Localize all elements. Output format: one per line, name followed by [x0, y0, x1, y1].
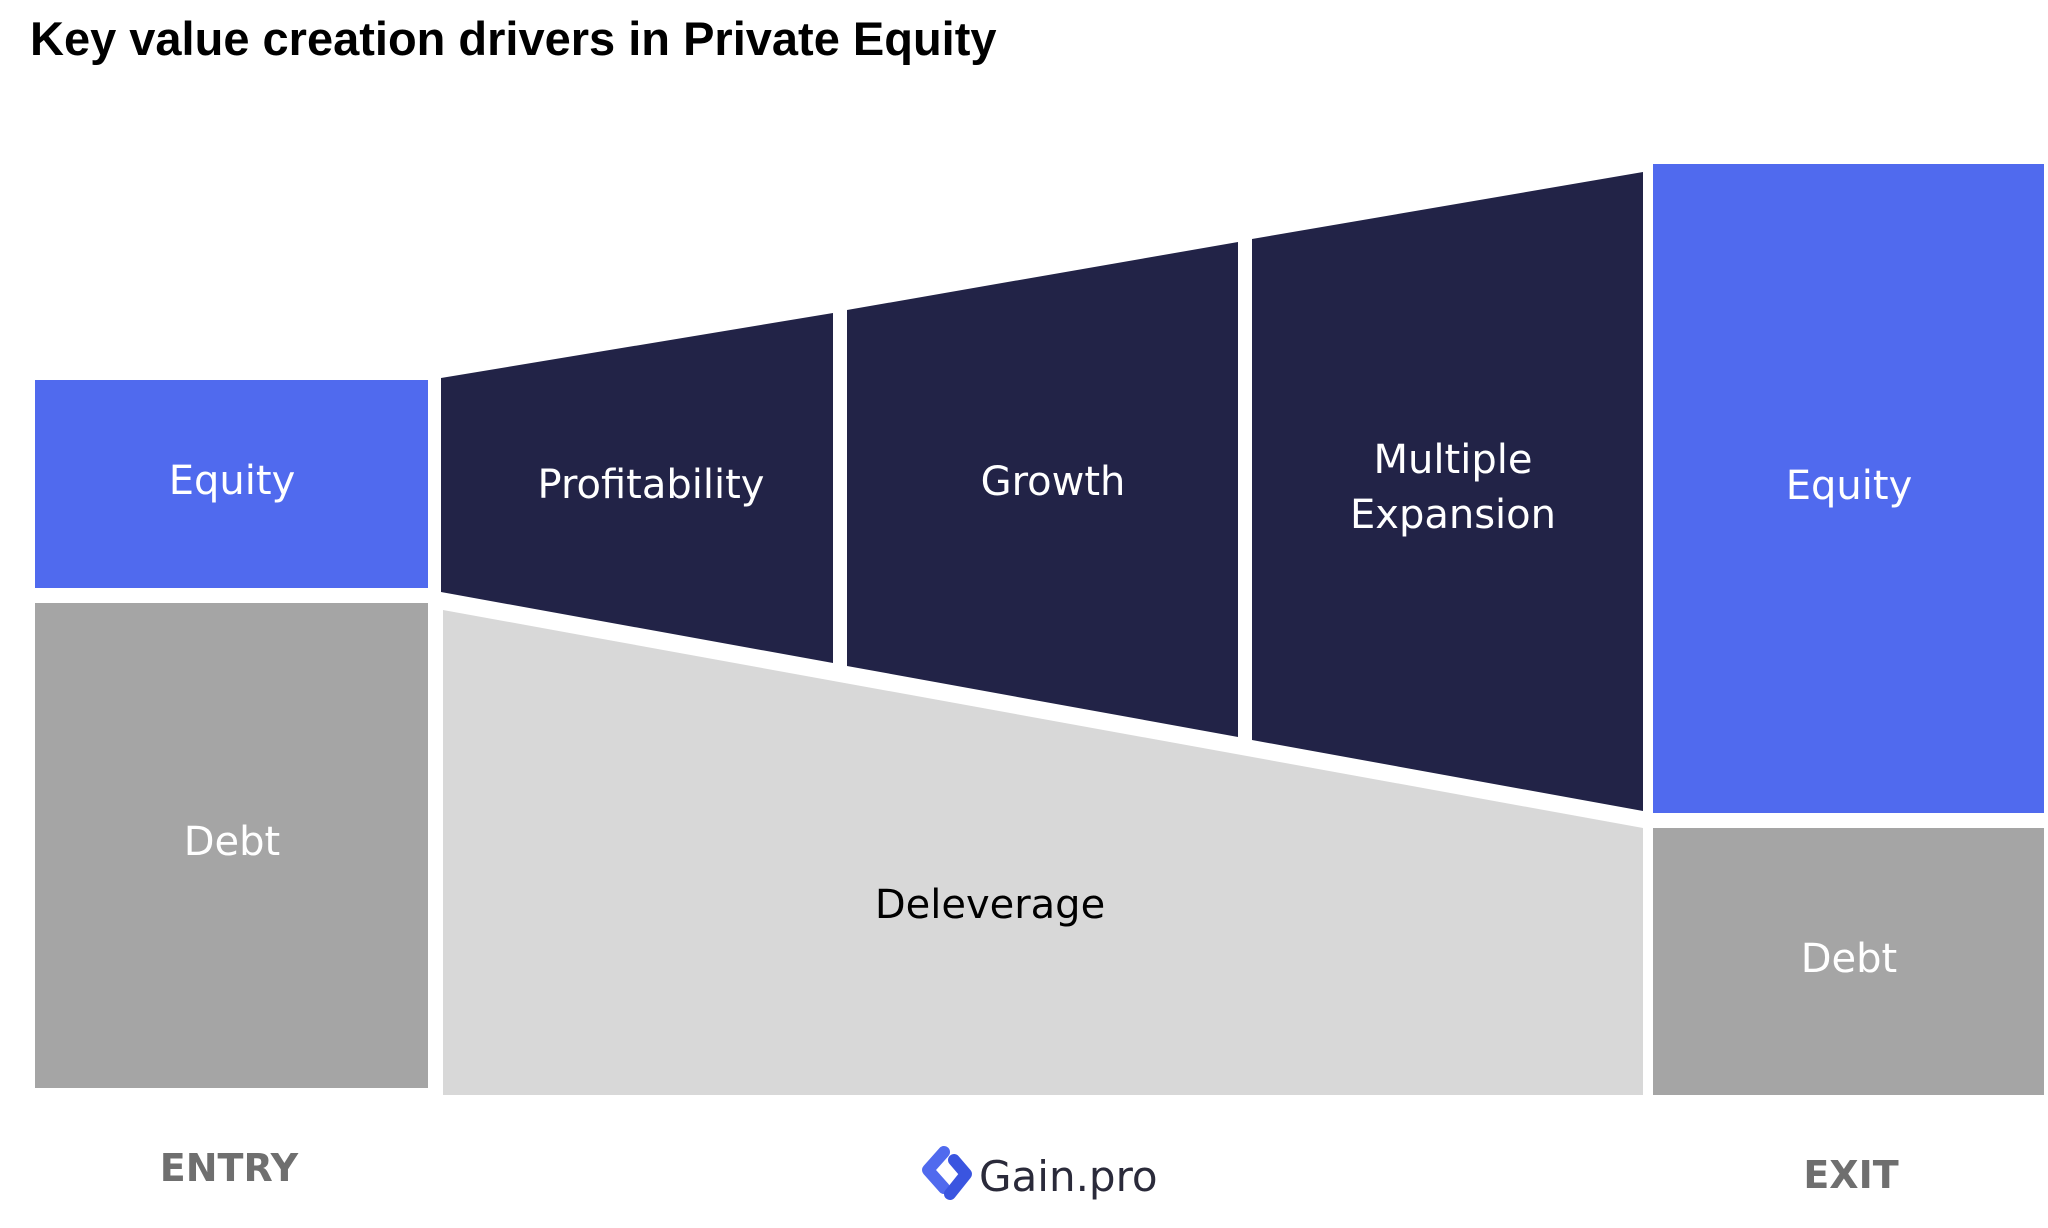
deleverage-label: Deleverage — [875, 882, 1105, 928]
page-title: Key value creation drivers in Private Eq… — [30, 12, 997, 65]
multiple-expansion-segment — [1252, 172, 1643, 811]
exit-debt-box — [1653, 828, 2044, 1095]
deleverage-segment — [443, 610, 1643, 1095]
entry-debt-label: Debt — [184, 819, 280, 865]
exit-debt-label: Debt — [1801, 936, 1897, 982]
gain-pro-logo-icon — [922, 1146, 972, 1200]
exit-equity-label: Equity — [1786, 463, 1912, 509]
entry-equity-label: Equity — [169, 458, 295, 504]
growth-segment — [847, 242, 1238, 737]
entry-debt-box — [35, 603, 428, 1088]
entry-equity-box — [35, 380, 428, 588]
growth-label: Growth — [981, 459, 1126, 505]
brand-name: Gain.pro — [979, 1152, 1158, 1201]
profitability-segment — [441, 313, 833, 663]
exit-phase-label: EXIT — [1803, 1153, 1898, 1197]
entry-phase-label: ENTRY — [160, 1146, 299, 1190]
exit-equity-box — [1653, 164, 2044, 813]
multiple-expansion-label-line1: Multiple — [1374, 437, 1533, 483]
multiple-expansion-label-line2: Expansion — [1350, 492, 1556, 538]
profitability-label: Profitability — [538, 462, 765, 508]
